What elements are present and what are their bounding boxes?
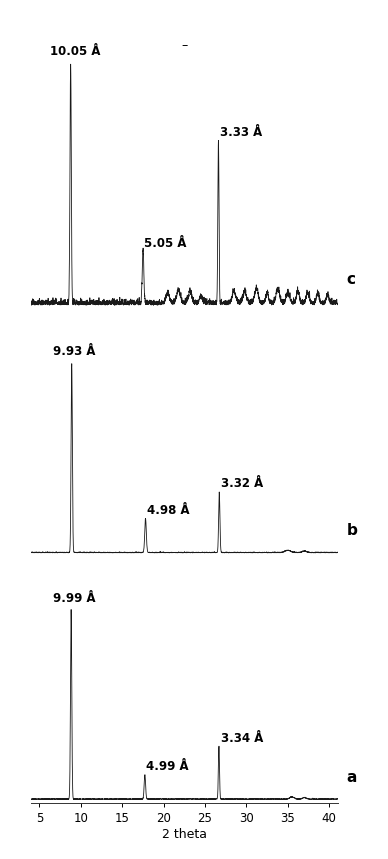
Text: b: b (347, 523, 358, 539)
Text: 9.99 Å: 9.99 Å (53, 592, 95, 605)
Text: 10.05 Å: 10.05 Å (50, 45, 100, 58)
Text: 4.98 Å: 4.98 Å (147, 504, 189, 517)
Text: c: c (347, 272, 356, 287)
Text: 4.99 Å: 4.99 Å (146, 760, 189, 773)
Text: 3.33 Å: 3.33 Å (220, 126, 262, 139)
Text: –: – (181, 39, 187, 52)
Text: 3.32 Å: 3.32 Å (221, 478, 263, 490)
Text: 5.05 Å: 5.05 Å (144, 237, 187, 250)
Text: 3.34 Å: 3.34 Å (221, 732, 263, 745)
Text: a: a (347, 770, 357, 785)
X-axis label: 2 theta: 2 theta (162, 828, 207, 841)
Text: 9.93 Å: 9.93 Å (54, 345, 96, 358)
